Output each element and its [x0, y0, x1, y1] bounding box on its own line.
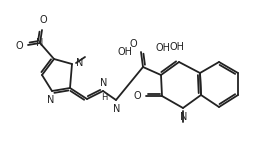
- Text: N: N: [76, 58, 83, 68]
- Text: N: N: [47, 95, 55, 105]
- Text: N: N: [113, 104, 121, 114]
- Text: N: N: [180, 112, 188, 122]
- Text: O: O: [39, 15, 47, 25]
- Text: N: N: [36, 38, 44, 48]
- Text: N: N: [100, 78, 108, 88]
- Text: O: O: [15, 41, 23, 51]
- Text: O: O: [129, 39, 137, 49]
- Text: OH: OH: [169, 42, 185, 52]
- Text: O: O: [133, 91, 141, 101]
- Text: OH: OH: [156, 43, 171, 53]
- Text: OH: OH: [118, 47, 133, 57]
- Text: H: H: [102, 93, 108, 101]
